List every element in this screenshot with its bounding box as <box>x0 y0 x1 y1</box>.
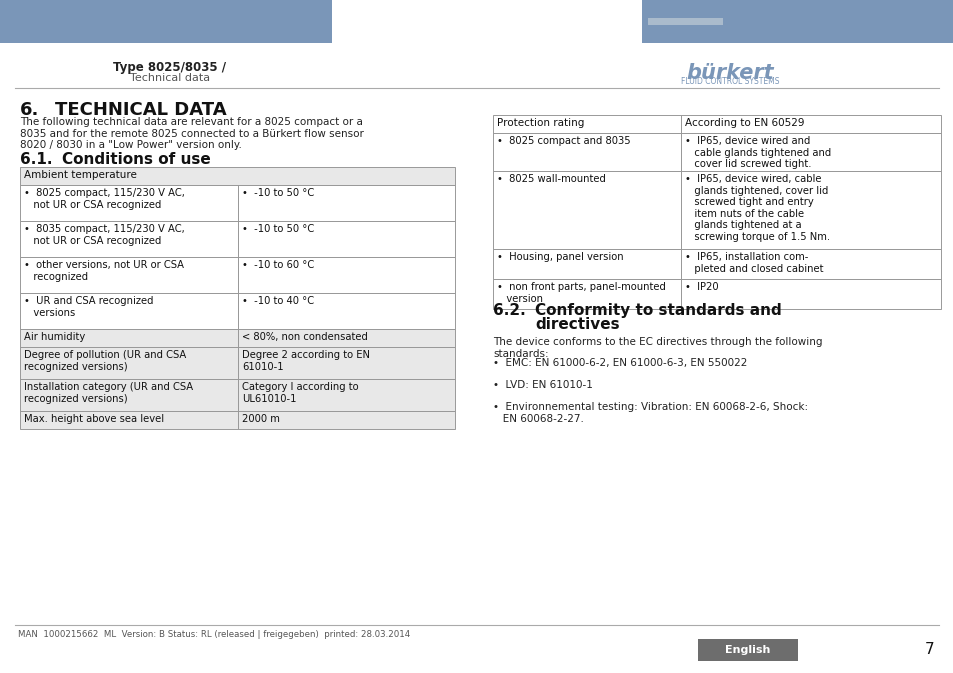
Bar <box>237 185 455 221</box>
Text: •  Environnemental testing: Vibration: EN 60068-2-6, Shock:
   EN 60068-2-27.: • Environnemental testing: Vibration: EN… <box>493 402 807 423</box>
Text: Ambient temperature: Ambient temperature <box>24 170 136 180</box>
Bar <box>237 185 455 221</box>
Text: Degree 2 according to EN
61010-1: Degree 2 according to EN 61010-1 <box>242 350 370 371</box>
Bar <box>0 0 332 43</box>
Bar <box>493 171 680 249</box>
Text: •  -10 to 60 °C: • -10 to 60 °C <box>242 260 314 270</box>
Bar <box>647 18 722 25</box>
Bar <box>237 293 455 329</box>
Bar <box>20 293 237 329</box>
Bar <box>493 133 680 171</box>
Text: 6.: 6. <box>20 101 39 119</box>
Bar <box>680 133 940 171</box>
Text: bürkert: bürkert <box>685 63 773 83</box>
Text: •  8035 compact, 115/230 V AC,
   not UR or CSA recognized: • 8035 compact, 115/230 V AC, not UR or … <box>24 224 185 246</box>
Bar <box>237 221 455 257</box>
Text: •  UR and CSA recognized
   versions: • UR and CSA recognized versions <box>24 296 153 318</box>
Text: Max. height above sea level: Max. height above sea level <box>24 414 164 424</box>
Bar <box>20 329 455 347</box>
Text: English: English <box>724 645 770 655</box>
Bar <box>20 411 237 429</box>
Bar <box>20 329 237 347</box>
Bar <box>237 257 455 293</box>
Bar <box>680 171 940 249</box>
Bar <box>20 185 237 221</box>
Bar <box>493 115 940 133</box>
Text: 2000 m: 2000 m <box>242 414 279 424</box>
Text: •  non front parts, panel-mounted
   version: • non front parts, panel-mounted version <box>497 282 665 304</box>
Bar <box>493 133 940 171</box>
Bar <box>237 257 455 293</box>
Text: •  -10 to 40 °C: • -10 to 40 °C <box>242 296 314 306</box>
Bar <box>493 171 940 249</box>
Text: Type 8025/8035 /: Type 8025/8035 / <box>113 61 226 74</box>
Bar <box>493 115 680 133</box>
Bar <box>237 347 455 379</box>
Text: FLUID CONTROL SYSTEMS: FLUID CONTROL SYSTEMS <box>680 77 779 86</box>
Bar <box>237 221 455 257</box>
Text: 7: 7 <box>924 643 934 658</box>
Text: Protection rating: Protection rating <box>497 118 584 128</box>
Bar <box>20 293 237 329</box>
Bar <box>20 347 455 379</box>
Text: •  IP65, device wired, cable
   glands tightened, cover lid
   screwed tight and: • IP65, device wired, cable glands tight… <box>684 174 829 242</box>
Text: The device conforms to the EC directives through the following
standards:: The device conforms to the EC directives… <box>493 337 821 359</box>
Text: •  IP65, device wired and
   cable glands tightened and
   cover lid screwed tig: • IP65, device wired and cable glands ti… <box>684 136 830 169</box>
Text: Technical data: Technical data <box>130 73 210 83</box>
Text: According to EN 60529: According to EN 60529 <box>684 118 803 128</box>
Bar <box>698 639 797 661</box>
Text: Degree of pollution (UR and CSA
recognized versions): Degree of pollution (UR and CSA recogniz… <box>24 350 186 371</box>
Bar <box>20 221 237 257</box>
Bar <box>493 279 680 309</box>
Text: •  -10 to 50 °C: • -10 to 50 °C <box>242 188 314 198</box>
Bar <box>237 379 455 411</box>
Text: Conditions of use: Conditions of use <box>62 152 211 167</box>
Text: The following technical data are relevant for a 8025 compact or a
8035 and for t: The following technical data are relevan… <box>20 117 363 150</box>
Bar <box>20 221 237 257</box>
Bar <box>20 379 237 411</box>
Bar <box>237 293 455 329</box>
Text: Installation category (UR and CSA
recognized versions): Installation category (UR and CSA recogn… <box>24 382 193 404</box>
Text: MAN  1000215662  ML  Version: B Status: RL (released | freigegeben)  printed: 28: MAN 1000215662 ML Version: B Status: RL … <box>18 630 410 639</box>
Bar <box>680 249 940 279</box>
Text: TECHNICAL DATA: TECHNICAL DATA <box>55 101 227 119</box>
Text: directives: directives <box>535 317 619 332</box>
Bar <box>680 115 940 133</box>
Text: Conformity to standards and: Conformity to standards and <box>535 303 781 318</box>
Text: 6.1.: 6.1. <box>20 152 52 167</box>
Bar <box>20 257 237 293</box>
Bar <box>20 347 237 379</box>
Text: •  8025 compact and 8035: • 8025 compact and 8035 <box>497 136 630 146</box>
Text: Category I according to
UL61010-1: Category I according to UL61010-1 <box>242 382 358 404</box>
Text: < 80%, non condensated: < 80%, non condensated <box>242 332 368 342</box>
Bar <box>237 329 455 347</box>
Text: •  -10 to 50 °C: • -10 to 50 °C <box>242 224 314 234</box>
Text: Air humidity: Air humidity <box>24 332 85 342</box>
Bar <box>20 167 455 185</box>
Bar <box>493 249 940 279</box>
Text: •  IP20: • IP20 <box>684 282 718 292</box>
Text: •  other versions, not UR or CSA
   recognized: • other versions, not UR or CSA recogniz… <box>24 260 184 281</box>
Text: •  EMC: EN 61000-6-2, EN 61000-6-3, EN 550022: • EMC: EN 61000-6-2, EN 61000-6-3, EN 55… <box>493 358 746 368</box>
Text: •  8025 wall-mounted: • 8025 wall-mounted <box>497 174 605 184</box>
Bar <box>493 279 940 309</box>
Bar <box>493 249 680 279</box>
Bar <box>20 411 455 429</box>
Bar <box>680 279 940 309</box>
Text: •  8025 compact, 115/230 V AC,
   not UR or CSA recognized: • 8025 compact, 115/230 V AC, not UR or … <box>24 188 185 209</box>
Text: 6.2.: 6.2. <box>493 303 525 318</box>
Bar <box>20 257 237 293</box>
Bar <box>237 411 455 429</box>
Bar <box>20 185 237 221</box>
Text: •  Housing, panel version: • Housing, panel version <box>497 252 623 262</box>
Bar <box>20 167 455 185</box>
Bar <box>20 379 455 411</box>
Bar <box>641 0 953 43</box>
Text: •  LVD: EN 61010-1: • LVD: EN 61010-1 <box>493 380 592 390</box>
Text: •  IP65, installation com-
   pleted and closed cabinet: • IP65, installation com- pleted and clo… <box>684 252 822 274</box>
